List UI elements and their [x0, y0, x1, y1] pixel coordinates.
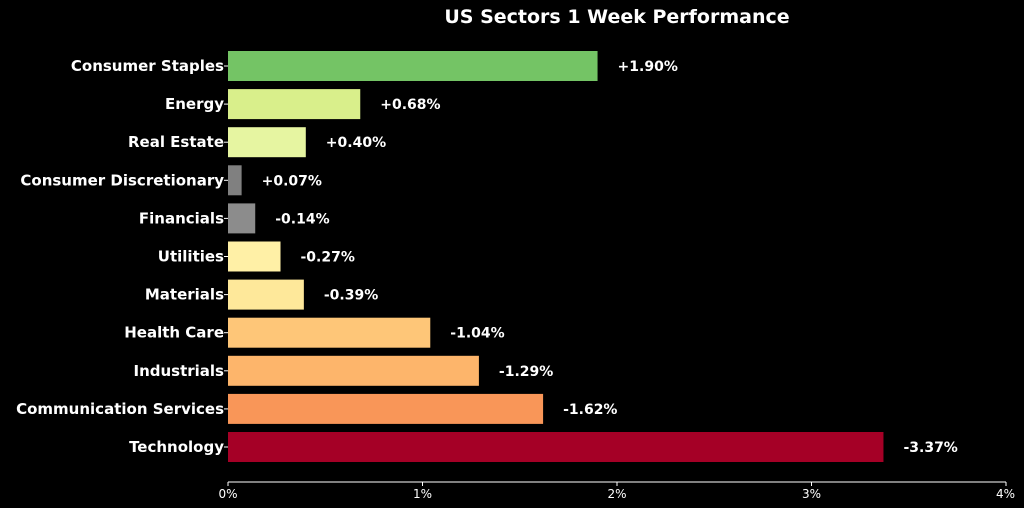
- bar-group: Financials -0.14%: [139, 203, 330, 234]
- category-label: Materials: [145, 286, 224, 304]
- bar: [228, 432, 884, 462]
- chart-title: US Sectors 1 Week Performance: [444, 6, 789, 28]
- bar: [228, 203, 256, 234]
- bar-group: Technology -3.37%: [129, 432, 958, 462]
- value-label: +0.07%: [262, 173, 322, 189]
- category-label: Health Care: [124, 324, 224, 342]
- category-label: Consumer Discretionary: [20, 171, 224, 189]
- category-label: Consumer Staples: [71, 57, 224, 75]
- value-label: -0.27%: [301, 250, 355, 266]
- bar: [228, 51, 598, 81]
- value-label: -1.04%: [450, 326, 504, 342]
- bar-group: Health Care -1.04%: [124, 317, 505, 348]
- x-tick-label: 4%: [996, 487, 1015, 501]
- bar: [228, 165, 242, 196]
- bar: [228, 127, 306, 158]
- bar: [228, 355, 479, 386]
- value-label: -0.39%: [324, 288, 378, 304]
- category-label: Financials: [139, 209, 224, 227]
- category-label: Energy: [165, 95, 224, 113]
- value-label: -1.62%: [563, 402, 617, 418]
- bar-group: Consumer Staples +1.90%: [71, 51, 678, 81]
- x-tick-label: 2%: [607, 487, 626, 501]
- bar: [228, 241, 281, 272]
- bar-group: Communication Services -1.62%: [16, 393, 617, 424]
- bar: [228, 89, 361, 120]
- category-label: Industrials: [133, 362, 224, 380]
- bar-group: Consumer Discretionary +0.07%: [20, 165, 322, 196]
- bar: [228, 279, 304, 310]
- x-tick-label: 3%: [802, 487, 821, 501]
- bar-group: Materials -0.39%: [145, 279, 378, 310]
- bar-group: Energy +0.68%: [165, 89, 441, 120]
- bar-group: Utilities -0.27%: [158, 241, 355, 272]
- value-label: +1.90%: [618, 59, 678, 75]
- value-label: -0.14%: [275, 211, 329, 227]
- value-label: +0.68%: [380, 97, 440, 113]
- category-label: Technology: [129, 438, 224, 456]
- x-tick-label: 1%: [413, 487, 432, 501]
- category-label: Utilities: [158, 248, 224, 266]
- bars-layer: Consumer Staples +1.90% Energy +0.68% Real E…: [16, 51, 958, 462]
- bar-group: Industrials -1.29%: [133, 355, 553, 386]
- value-label: -3.37%: [903, 440, 957, 456]
- category-label: Communication Services: [16, 400, 224, 418]
- bar: [228, 393, 544, 424]
- x-axis: 0% 1% 2% 3% 4%: [218, 481, 1015, 501]
- bar-group: Real Estate +0.40%: [128, 127, 386, 158]
- category-label: Real Estate: [128, 133, 224, 151]
- bar: [228, 317, 431, 348]
- value-label: -1.29%: [499, 364, 553, 380]
- x-tick-label: 0%: [218, 487, 237, 501]
- value-label: +0.40%: [326, 135, 386, 151]
